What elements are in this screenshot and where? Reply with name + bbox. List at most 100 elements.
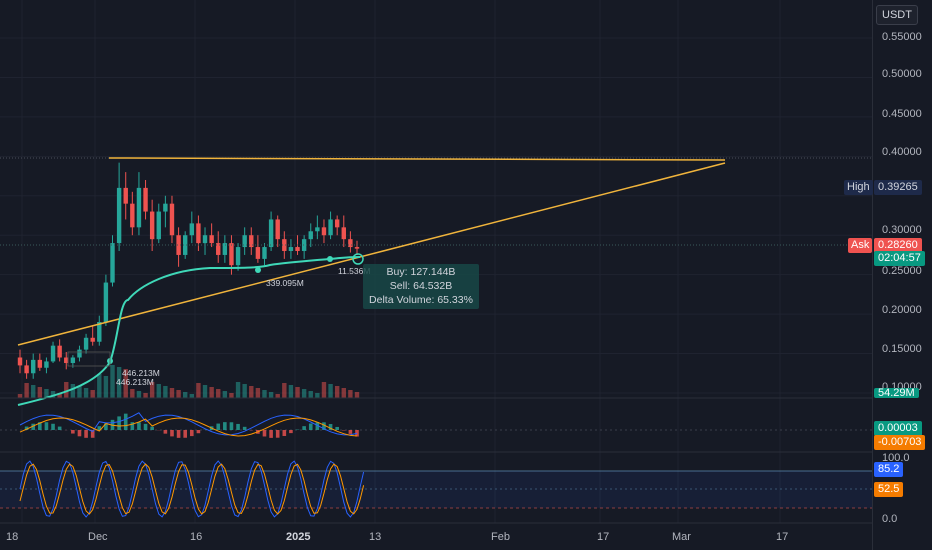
price-tick: 0.30000 (882, 224, 922, 236)
vwap-line (17, 256, 361, 406)
candle-body (308, 231, 313, 240)
price-tick: 0.40000 (882, 146, 922, 158)
candle-body (143, 187, 148, 212)
macd-bar (84, 430, 88, 438)
volume-bar (90, 390, 95, 398)
macd-bar (216, 423, 221, 430)
macd-bar (196, 430, 201, 434)
macd-signal-tag: -0.00703 (874, 435, 926, 450)
volume-bar (308, 391, 313, 398)
macd-line (19, 412, 358, 436)
volume-bar (17, 394, 23, 398)
stoch-band (0, 471, 872, 508)
volume-bar (149, 382, 155, 398)
candle-body (24, 365, 29, 374)
candle-body (44, 361, 49, 368)
macd-bar (289, 430, 293, 434)
volume-bar (182, 392, 188, 398)
time-tick: Dec (88, 531, 108, 543)
candle-body (268, 219, 274, 248)
macd-bar (328, 424, 333, 430)
vwap-anchor-marker[interactable] (255, 267, 261, 273)
macd-bar (262, 430, 267, 437)
price-axis[interactable] (872, 0, 932, 550)
tooltip-sell: Sell: 64.532B (389, 280, 453, 292)
candle-body (77, 349, 82, 358)
macd-bar (97, 426, 102, 430)
countdown-tag: 02:04:57 (874, 251, 925, 266)
macd-bar (223, 422, 227, 430)
volume-bar (249, 386, 254, 398)
macd-bar (71, 430, 75, 434)
candle-body (242, 235, 247, 248)
volume-profile-box (67, 351, 111, 367)
stoch-k-line (19, 460, 365, 518)
candle-body (176, 235, 181, 255)
candle-body (17, 357, 23, 366)
vwap-label: 446.213M (122, 368, 160, 378)
stoch-tick: 0.0 (882, 513, 898, 525)
volume-bar (169, 388, 175, 398)
vwap-label: 446.213M (116, 377, 154, 387)
macd-bar (143, 423, 148, 430)
macd-bar (308, 423, 313, 430)
volume-bar (77, 386, 82, 398)
volume-bar (37, 387, 43, 398)
volume-bar (202, 385, 208, 398)
volume-bar (275, 394, 280, 398)
candle-body (255, 247, 261, 259)
volume-bar (156, 384, 161, 398)
volume-bar (97, 374, 102, 398)
time-tick: 17 (776, 531, 789, 543)
volume-bar (229, 393, 234, 398)
volume-bar (262, 390, 267, 398)
macd-bar (38, 422, 42, 430)
candle-body (149, 211, 155, 240)
candle-body (189, 223, 195, 236)
candle-body (202, 235, 208, 244)
candle-body (282, 239, 287, 251)
volume-bar (255, 388, 261, 398)
macd-bar (44, 422, 49, 430)
macd-bar (335, 426, 339, 430)
macd-bar (51, 423, 55, 430)
volume-bar (103, 376, 109, 398)
currency-selector[interactable]: USDT (876, 5, 918, 25)
candle-body (130, 203, 135, 228)
price-tick: 0.20000 (882, 304, 922, 316)
candle-body (37, 359, 43, 368)
candle-body (103, 282, 109, 322)
volume-bar (196, 383, 201, 398)
candle-body (295, 247, 300, 251)
candle-body (301, 239, 307, 251)
volume-bar (282, 383, 287, 398)
high-value-tag: 0.39265 (874, 180, 922, 195)
stoch-k-tag: 85.2 (874, 462, 904, 477)
candle-body (90, 337, 95, 342)
candle-body (222, 243, 228, 255)
macd-bar (302, 426, 306, 430)
ask-label: Ask (848, 238, 873, 253)
crosshair-marker[interactable] (352, 253, 364, 265)
candle-body (321, 227, 327, 236)
candle-body (275, 219, 280, 240)
volume-bar (216, 389, 221, 398)
ask-value-tag: 0.28260 (874, 238, 922, 253)
volume-bar (209, 387, 214, 398)
vwap-anchor-marker[interactable] (327, 256, 333, 262)
volume-bar (176, 390, 181, 398)
time-tick: 17 (597, 531, 610, 543)
time-tick: 16 (190, 531, 203, 543)
price-tick: 0.50000 (882, 68, 922, 80)
candle-body (262, 247, 267, 259)
volume-bar (44, 389, 49, 398)
volume-bar (143, 393, 148, 398)
macd-bar (130, 422, 135, 430)
candle-body (196, 223, 201, 244)
volume-bar (348, 390, 353, 398)
macd-bar (322, 422, 326, 430)
stoch-d-line (19, 463, 365, 515)
macd-bar (242, 426, 247, 430)
macd-bar (176, 430, 181, 438)
